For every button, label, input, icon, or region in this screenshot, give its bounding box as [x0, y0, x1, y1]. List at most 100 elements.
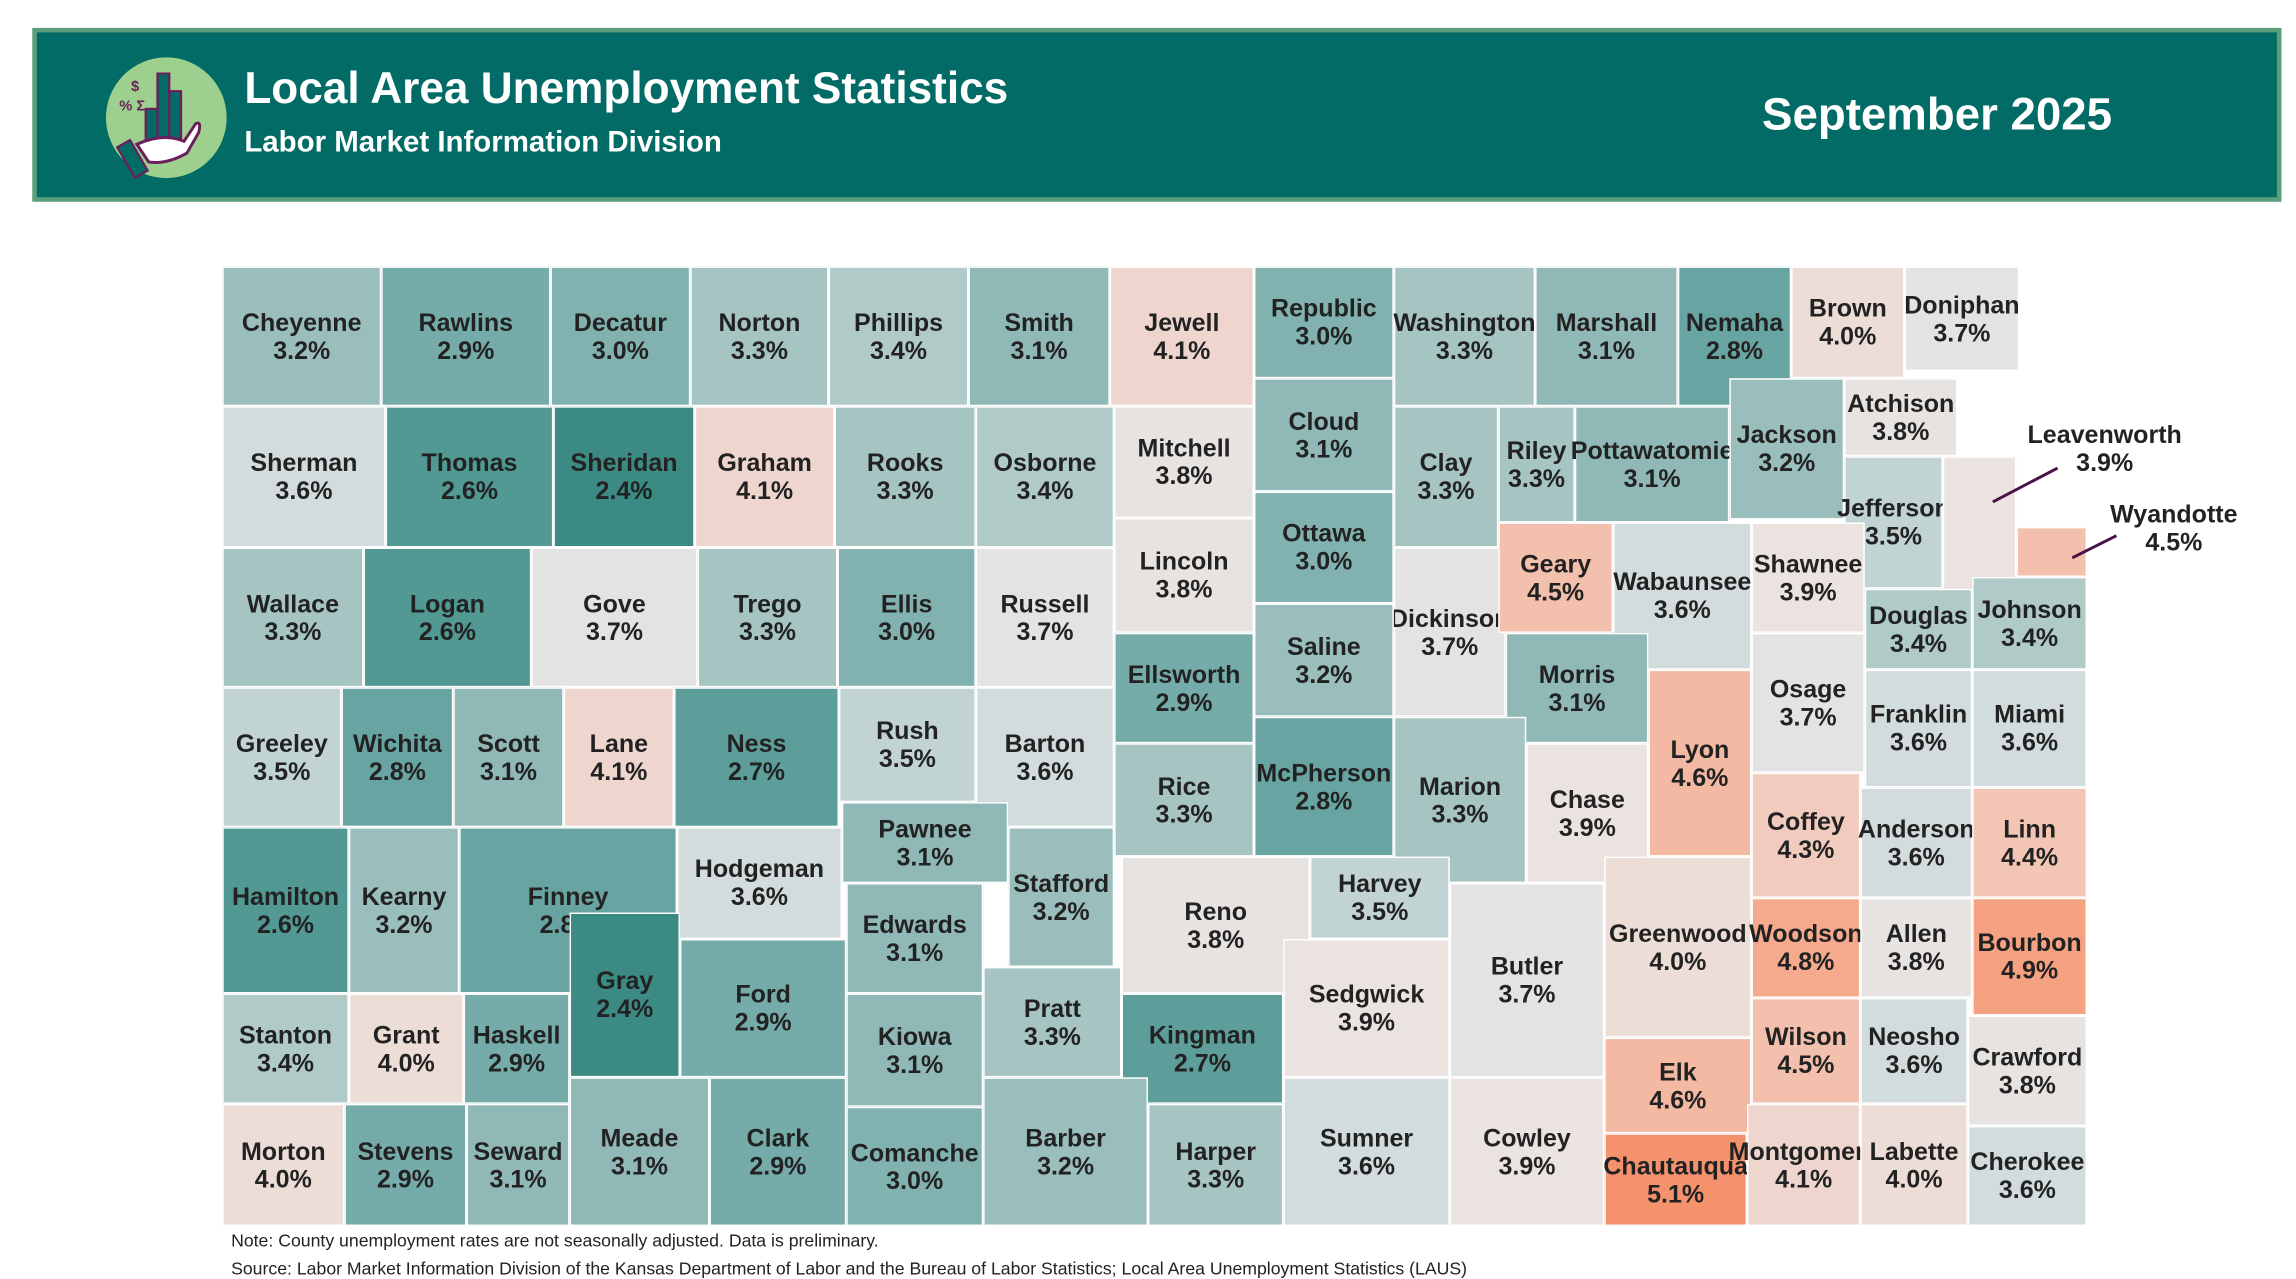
county-name: Jefferson — [1837, 494, 1950, 523]
county-trego: Trego 3.3% — [697, 547, 838, 688]
county-rate: 4.1% — [736, 476, 794, 505]
county-rate: 4.1% — [590, 757, 648, 786]
county-name: Chase — [1549, 785, 1625, 814]
county-name: McPherson — [1256, 758, 1392, 787]
county-scott: Scott 3.1% — [453, 687, 564, 828]
county-rate: 3.1% — [896, 842, 954, 871]
county-name: Ellsworth — [1127, 660, 1241, 689]
county-name: Sumner — [1319, 1123, 1414, 1152]
county-name: Gray — [596, 966, 654, 995]
county-name: Cherokee — [1970, 1148, 2085, 1176]
county-name: Chautauqua — [1603, 1151, 1748, 1180]
county-name: Wyandotte — [2110, 500, 2238, 529]
county-label-leavenworth: Leavenworth 3.9% — [2016, 421, 2193, 477]
county-rate: 2.8% — [1705, 336, 1764, 365]
county-name: Stafford — [1013, 869, 1110, 898]
county-rate: 3.9% — [1779, 577, 1837, 606]
leavenworth-callout-line — [1992, 466, 2059, 504]
county-name: Harper — [1175, 1136, 1257, 1165]
county-grant: Grant 4.0% — [348, 993, 464, 1104]
county-rate: 3.8% — [1872, 417, 1930, 446]
county-harvey: Harvey 3.5% — [1309, 856, 1450, 940]
county-rate: 3.6% — [275, 476, 333, 505]
county-rate: 3.9% — [2076, 448, 2134, 477]
county-cherokee: Cherokee 3.6% — [1967, 1125, 2088, 1227]
county-rate: 3.3% — [1431, 799, 1489, 828]
county-name: Coffey — [1766, 807, 1845, 836]
county-name: Franklin — [1869, 700, 1968, 729]
county-ellsworth: Ellsworth 2.9% — [1114, 632, 1254, 744]
county-rate: 3.6% — [1887, 842, 1945, 871]
county-rate: 3.6% — [1889, 728, 1948, 757]
county-morton: Morton 4.0% — [222, 1103, 345, 1227]
county-rate: 3.0% — [1295, 322, 1353, 351]
county-name: Sherman — [250, 448, 358, 477]
county-rate: 4.4% — [2001, 842, 2059, 871]
county-name: Edwards — [862, 910, 967, 939]
county-rate: 3.2% — [1032, 897, 1090, 926]
county-rate: 4.9% — [2001, 956, 2059, 985]
county-franklin: Franklin 3.6% — [1864, 669, 1973, 788]
county-graham: Graham 4.1% — [694, 406, 835, 548]
county-mcpherson: McPherson 2.8% — [1253, 716, 1394, 857]
county-phillips: Phillips 3.4% — [828, 266, 969, 407]
county-rate: 3.1% — [1577, 336, 1635, 365]
county-jewell: Jewell 4.1% — [1109, 266, 1254, 407]
county-name: Montgomery — [1728, 1136, 1879, 1165]
county-name: Trego — [733, 589, 802, 618]
county-name: Haskell — [472, 1020, 561, 1049]
county-rate: 3.4% — [870, 336, 928, 365]
county-rate: 2.6% — [418, 617, 476, 646]
county-saline: Saline 3.2% — [1253, 603, 1394, 717]
county-name: Hamilton — [231, 882, 340, 911]
county-comanche: Comanche 3.0% — [846, 1106, 984, 1227]
county-rate: 4.5% — [1777, 1050, 1835, 1079]
county-name: Seward — [473, 1136, 563, 1165]
county-washington: Washington 3.3% — [1393, 266, 1536, 407]
county-name: Clark — [746, 1123, 810, 1152]
county-sumner: Sumner 3.6% — [1283, 1077, 1450, 1227]
county-rate: 3.0% — [878, 617, 936, 646]
wyandotte-callout-line — [2071, 534, 2118, 560]
county-wilson: Wilson 4.5% — [1751, 997, 1861, 1104]
county-morris: Morris 3.1% — [1505, 632, 1649, 744]
county-stevens: Stevens 2.9% — [344, 1103, 467, 1227]
county-name: Anderson — [1857, 814, 1975, 843]
county-rate: 3.3% — [1508, 464, 1566, 493]
source-note: Source: Labor Market Information Divisio… — [231, 1258, 1468, 1279]
county-name: Graham — [717, 448, 812, 477]
county-barber: Barber 3.2% — [983, 1077, 1149, 1227]
county-rate: 3.7% — [1421, 632, 1479, 661]
county-anderson: Anderson 3.6% — [1857, 787, 1975, 898]
county-name: Atchison — [1847, 389, 1955, 418]
county-rate: 3.6% — [2001, 728, 2059, 757]
county-kingman: Kingman 2.7% — [1121, 993, 1284, 1104]
county-name: Smith — [1004, 308, 1074, 337]
county-rate: 3.1% — [1623, 464, 1681, 493]
county-name: Barber — [1025, 1123, 1106, 1152]
county-name: Barton — [1004, 729, 1086, 758]
county-name: Kingman — [1148, 1020, 1256, 1049]
county-name: Pawnee — [878, 814, 972, 843]
county-name: Thomas — [421, 448, 518, 477]
county-rate: 3.5% — [1351, 897, 1409, 926]
county-name: Allen — [1885, 919, 1947, 948]
county-stafford: Stafford 3.2% — [1008, 827, 1115, 967]
county-rate: 3.1% — [610, 1151, 668, 1180]
county-name: Wallace — [246, 589, 340, 618]
county-cheyenne: Cheyenne 3.2% — [222, 266, 382, 407]
county-chautauqua: Chautauqua 5.1% — [1603, 1133, 1748, 1227]
county-osborne: Osborne 3.4% — [975, 406, 1115, 548]
county-name: Woodson — [1749, 919, 1863, 948]
county-name: Russell — [1000, 589, 1090, 618]
county-rate: 3.1% — [1010, 336, 1068, 365]
county-name: Cheyenne — [241, 308, 362, 337]
county-rate: 3.0% — [1295, 547, 1353, 576]
hand-holding-bar-chart-icon: $ % Σ — [105, 57, 227, 180]
county-name: Linn — [2003, 814, 2057, 843]
county-name: Logan — [409, 589, 485, 618]
county-rate: 3.2% — [1758, 448, 1816, 477]
svg-text:$: $ — [131, 79, 139, 95]
county-name: Ford — [735, 980, 791, 1009]
